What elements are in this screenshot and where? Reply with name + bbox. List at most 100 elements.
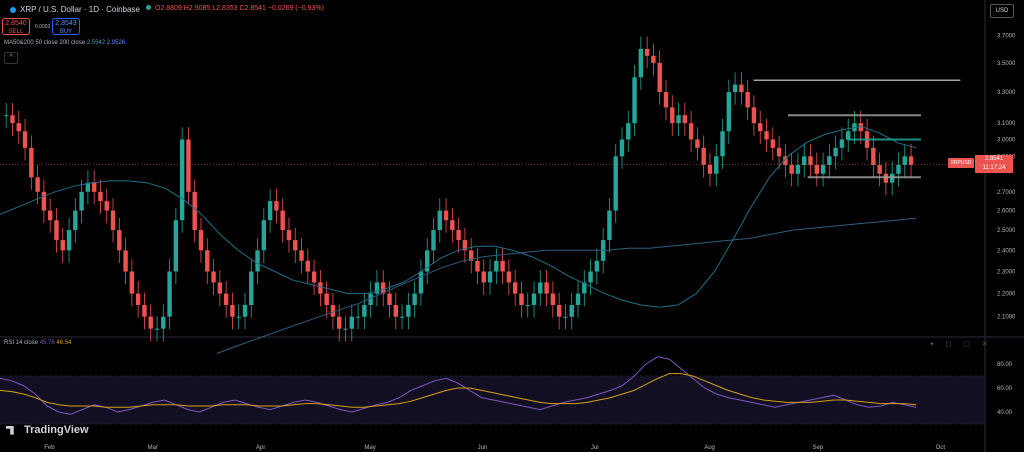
candle-body bbox=[726, 92, 732, 132]
candle-body bbox=[670, 107, 675, 124]
price-tick-label: 3.7000 bbox=[997, 33, 1016, 39]
candle-body bbox=[808, 156, 813, 165]
candle-body bbox=[267, 201, 273, 221]
candle-body bbox=[35, 177, 40, 192]
rsi-ma-line bbox=[0, 373, 917, 408]
month-label: Mar bbox=[148, 445, 158, 451]
price-tick-label: 2.4000 bbox=[997, 248, 1016, 254]
candle-body bbox=[732, 84, 738, 93]
candle-body bbox=[613, 156, 618, 211]
candle-body bbox=[255, 250, 260, 272]
last-price-tag: 2.8541 11:17:24 bbox=[975, 155, 1013, 174]
candle-body bbox=[60, 240, 65, 251]
collapse-legend-button[interactable]: ^ bbox=[4, 52, 18, 64]
candle-body bbox=[387, 293, 392, 306]
currency-selector[interactable]: USD bbox=[990, 4, 1014, 18]
candle-body bbox=[475, 260, 480, 272]
candle-body bbox=[468, 250, 474, 261]
symbol-price-label: XRPUSD bbox=[948, 158, 974, 168]
candle-body bbox=[154, 328, 160, 330]
candle-body bbox=[406, 305, 411, 317]
candle-body bbox=[418, 271, 424, 294]
price-tick-label: 3.3000 bbox=[997, 90, 1016, 96]
candle-body bbox=[651, 55, 656, 63]
candle-body bbox=[758, 123, 763, 132]
candle-body bbox=[481, 271, 486, 283]
tradingview-mark-icon bbox=[6, 425, 14, 435]
candle-body bbox=[764, 131, 769, 140]
candle-body bbox=[425, 250, 430, 272]
candle-body bbox=[205, 250, 210, 272]
candle-body bbox=[525, 305, 530, 307]
ma-legend[interactable]: MA50&200 50 close 200 close 2.5542 2.952… bbox=[4, 40, 126, 46]
candle-body bbox=[795, 164, 801, 174]
candle-body bbox=[594, 260, 600, 272]
candle-body bbox=[632, 77, 637, 124]
candle-body bbox=[588, 271, 593, 283]
candle-body bbox=[73, 210, 78, 231]
candle-body bbox=[412, 293, 417, 306]
price-tick-label: 3.5000 bbox=[997, 61, 1016, 67]
rsi-line bbox=[0, 356, 917, 415]
price-tick-label: 2.3000 bbox=[997, 269, 1016, 275]
candle-body bbox=[908, 156, 914, 165]
candle-body bbox=[54, 220, 59, 241]
pane-tools[interactable]: ▾ ◻ ▢ ✕ bbox=[930, 341, 993, 348]
rsi-tick-label: 40.00 bbox=[997, 410, 1013, 416]
price-tick-label: 3.1000 bbox=[997, 121, 1016, 127]
candle-body bbox=[173, 220, 179, 272]
month-label: Apr bbox=[256, 445, 265, 451]
spread-value: 0.0003 bbox=[35, 24, 51, 30]
candle-body bbox=[437, 210, 442, 231]
candle-body bbox=[29, 147, 34, 178]
symbol-title[interactable]: XRP / U.S. Dollar · 1D · Coinbase bbox=[10, 5, 140, 14]
rsi-ma-value: 46.54 bbox=[56, 340, 72, 346]
candle-body bbox=[827, 156, 832, 165]
candle-body bbox=[91, 182, 97, 192]
candle-body bbox=[456, 230, 461, 241]
candle-body bbox=[368, 293, 373, 306]
candle-body bbox=[531, 293, 537, 306]
candle-body bbox=[833, 147, 838, 157]
candle-body bbox=[896, 164, 901, 174]
candle-body bbox=[104, 201, 109, 211]
candle-body bbox=[450, 220, 455, 231]
candle-body bbox=[688, 123, 694, 140]
candle-body bbox=[739, 84, 744, 93]
candle-body bbox=[85, 182, 91, 192]
candle-body bbox=[582, 282, 587, 294]
candle-body bbox=[701, 147, 706, 165]
month-label: Feb bbox=[44, 445, 55, 451]
tradingview-logo: TradingView bbox=[6, 424, 89, 436]
candle-body bbox=[877, 164, 882, 174]
buy-button[interactable]: 2.8543 BUY bbox=[52, 18, 80, 35]
candle-body bbox=[161, 316, 166, 329]
candle-body bbox=[179, 139, 185, 221]
candle-body bbox=[223, 293, 229, 306]
candle-body bbox=[198, 230, 204, 251]
candle-body bbox=[374, 282, 380, 294]
candle-body bbox=[299, 250, 304, 261]
candle-body bbox=[695, 139, 700, 148]
candle-body bbox=[575, 293, 581, 306]
candle-body bbox=[431, 230, 436, 251]
rsi-value: 45.76 bbox=[39, 340, 55, 346]
chart-header: XRP / U.S. Dollar · 1D · Coinbase O2.880… bbox=[0, 0, 985, 64]
candle-body bbox=[261, 220, 267, 251]
candle-body bbox=[148, 316, 153, 329]
candle-body bbox=[544, 282, 549, 294]
price-tick-label: 2.7000 bbox=[997, 190, 1016, 196]
price-tick-label: 3.0000 bbox=[997, 137, 1016, 143]
candle-body bbox=[770, 139, 776, 148]
candle-body bbox=[305, 260, 311, 272]
rsi-tick-label: 60.00 bbox=[997, 386, 1013, 392]
candle-body bbox=[343, 328, 348, 330]
rsi-legend[interactable]: RSI 14 close 45.76 46.54 bbox=[4, 340, 72, 346]
candle-body bbox=[211, 271, 216, 283]
candle-body bbox=[280, 210, 285, 231]
candle-body bbox=[519, 293, 524, 306]
candle-body bbox=[556, 305, 562, 317]
candle-body bbox=[569, 305, 574, 317]
sell-button[interactable]: 2.8540 SELL bbox=[2, 18, 30, 35]
